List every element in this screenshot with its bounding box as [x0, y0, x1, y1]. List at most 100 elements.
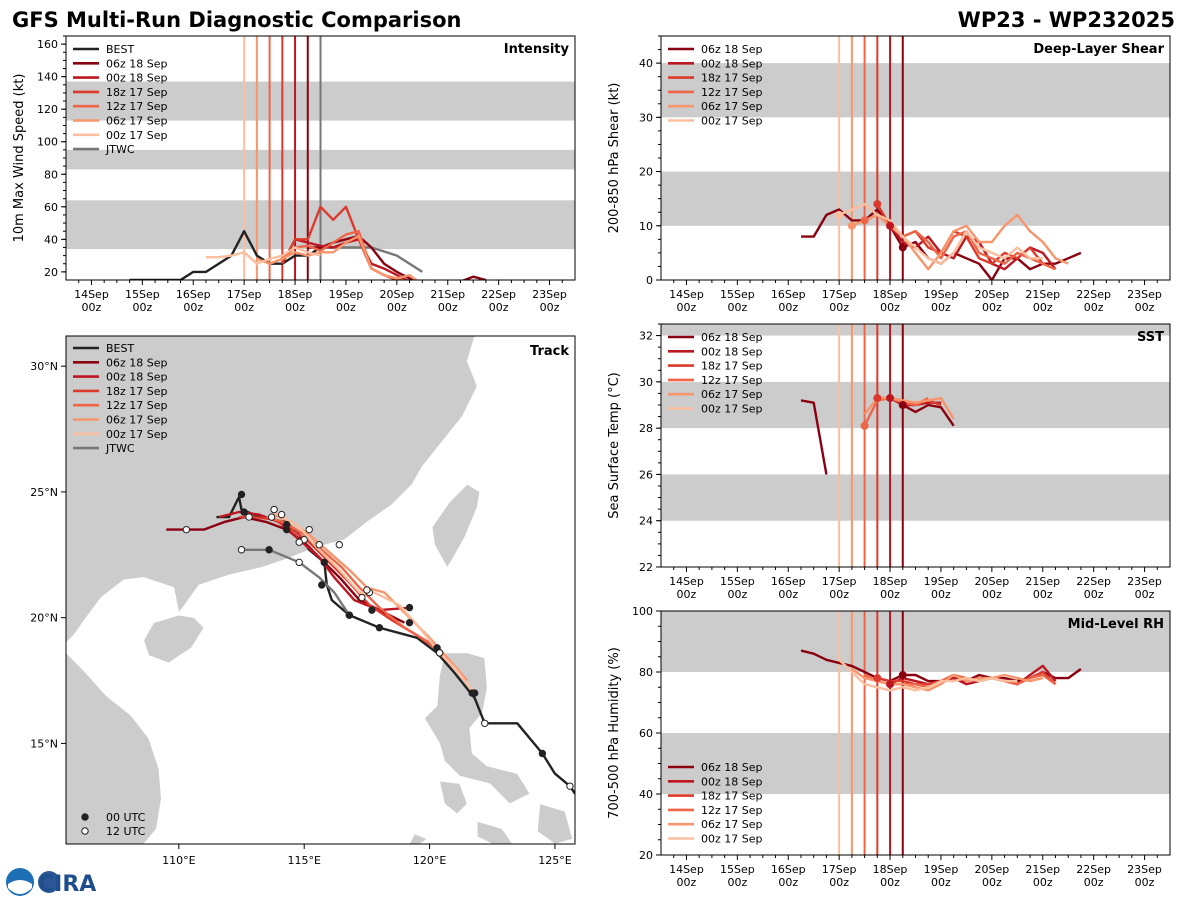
intensity-ytick-label: 160 — [37, 38, 58, 51]
track-dot-12z-17-sep-12utc — [267, 513, 276, 521]
track-ytick-label: 25°N — [30, 486, 58, 499]
rh-ylabel: 700-500 hPa Humidity (%) — [607, 647, 622, 819]
rh-init-marker-06z-18-sep — [898, 671, 907, 680]
sst-series-06z-18-sep — [902, 403, 955, 427]
shear-series-00z-17-sep — [838, 202, 1043, 265]
shear-xtick-label-hour: 00z — [1033, 301, 1053, 314]
sst-xtick-label-day: 19Sep — [924, 575, 959, 588]
track-marker-legend-dot — [81, 813, 89, 821]
rh-ytick-label: 40 — [639, 788, 653, 801]
track-dot-12z-17-sep-12utc — [358, 593, 366, 602]
intensity-xtick-label-day: 16Sep — [176, 288, 211, 301]
track-dot-06z-18-sep-12utc — [182, 525, 191, 534]
intensity-ytick-label: 100 — [37, 136, 58, 149]
track-map-area — [66, 336, 575, 844]
sst-legend-label-06z-17-sep: 06z 17 Sep — [701, 388, 763, 401]
storm-id-title: WP23 - WP232025 — [958, 8, 1175, 32]
sst-band — [661, 324, 1170, 336]
sst-xtick-label-hour: 00z — [778, 588, 798, 601]
shear-xtick-label-day: 17Sep — [822, 288, 857, 301]
hainan-island — [143, 614, 205, 664]
rh-ytick-label: 100 — [632, 605, 653, 618]
sst-xtick-label-hour: 00z — [880, 588, 900, 601]
shear-ytick-label: 20 — [639, 166, 653, 179]
shear-xtick-label-day: 18Sep — [873, 288, 908, 301]
track-dot-jtwc-00utc — [345, 611, 354, 619]
intensity-legend-label-06z-18-sep: 06z 18 Sep — [106, 57, 168, 70]
rh-ytick-label: 60 — [639, 727, 653, 740]
track-dot-00z-17-sep-12utc — [363, 586, 371, 594]
intensity-xtick-label-day: 23Sep — [532, 288, 567, 301]
track-dot-06z-18-sep-00utc — [405, 618, 414, 627]
track-dot-18z-17-sep-12utc — [245, 513, 253, 521]
shear-xtick-label-day: 15Sep — [720, 288, 755, 301]
intensity-legend-label-06z-17-sep: 06z 17 Sep — [106, 115, 168, 128]
sst-legend-label-12z-17-sep: 12z 17 Sep — [701, 374, 763, 387]
sst-ytick-label: 30 — [639, 376, 653, 389]
rh-band — [661, 611, 1170, 672]
track-legend-label-06z-17-sep: 06z 17 Sep — [106, 414, 168, 427]
sst-plot-area — [661, 324, 1170, 567]
track-legend-label-00z-17-sep: 00z 17 Sep — [106, 428, 168, 441]
shear-xtick-label-day: 16Sep — [771, 288, 806, 301]
track-legend-label-06z-18-sep: 06z 18 Sep — [106, 356, 168, 369]
rh-legend-label-06z-18-sep: 06z 18 Sep — [701, 761, 763, 774]
sst-ytick-label: 32 — [639, 330, 653, 343]
shear-xtick-label-hour: 00z — [829, 301, 849, 314]
track-dot-jtwc-12utc — [295, 558, 303, 567]
shear-legend-label-06z-17-sep: 06z 17 Sep — [701, 100, 763, 113]
shear-legend-label-00z-18-sep: 00z 18 Sep — [701, 57, 763, 70]
track-dot-18z-17-sep-00utc — [368, 606, 376, 614]
shear-ytick-label: 0 — [646, 274, 653, 287]
panel-sst: 22242628303214Sep00z15Sep00z16Sep00z17Se… — [607, 323, 1171, 601]
intensity-legend-label-12z-17-sep: 12z 17 Sep — [106, 100, 168, 113]
track-dot-best-00utc — [538, 749, 547, 758]
intensity-legend-label-18z-17-sep: 18z 17 Sep — [106, 86, 168, 99]
rh-xtick-label-day: 19Sep — [924, 863, 959, 876]
shear-band — [661, 63, 1170, 118]
track-dot-18z-17-sep-12utc — [295, 538, 303, 546]
track-xtick-label: 110°E — [162, 854, 195, 867]
shear-xtick-label-day: 19Sep — [924, 288, 959, 301]
sst-xtick-label-hour: 00z — [1033, 588, 1053, 601]
rh-xtick-label-hour: 00z — [931, 876, 951, 889]
intensity-xtick-label-hour: 00z — [489, 301, 509, 314]
track-xtick-label: 120°E — [413, 854, 446, 867]
sst-xtick-label-hour: 00z — [1084, 588, 1104, 601]
intensity-xtick-label-hour: 00z — [540, 301, 560, 314]
shear-xtick-label-hour: 00z — [931, 301, 951, 314]
shear-init-marker-00z-18-sep — [886, 221, 895, 230]
intensity-ylabel: 10m Max Wind Speed (kt) — [12, 74, 27, 243]
rh-xtick-label-day: 20Sep — [974, 863, 1009, 876]
rh-init-marker-00z-18-sep — [886, 680, 895, 689]
sst-xtick-label-hour: 00z — [677, 588, 697, 601]
track-dot-best-00utc — [318, 581, 326, 589]
sst-legend-label-00z-17-sep: 00z 17 Sep — [701, 403, 763, 416]
intensity-legend-label-jtwc: JTWC — [105, 143, 135, 156]
intensity-xtick-label-day: 18Sep — [278, 288, 313, 301]
shear-plot-area — [661, 36, 1170, 280]
intensity-series-06z-18-sep — [307, 234, 487, 280]
track-dot-00z-17-sep-12utc — [335, 541, 344, 549]
intensity-legend-label-00z-17-sep: 00z 17 Sep — [106, 129, 168, 142]
figure-title: GFS Multi-Run Diagnostic Comparison — [12, 8, 461, 32]
rh-xtick-label-hour: 00z — [727, 876, 747, 889]
rh-xtick-label-hour: 00z — [1084, 876, 1104, 889]
rh-xtick-label-hour: 00z — [982, 876, 1002, 889]
track-xtick-label: 125°E — [538, 854, 571, 867]
visayas-island — [476, 820, 513, 844]
track-xtick-label: 115°E — [287, 854, 320, 867]
sst-xtick-label-day: 15Sep — [720, 575, 755, 588]
sst-legend-label-18z-17-sep: 18z 17 Sep — [701, 360, 763, 373]
intensity-plot-area — [66, 36, 575, 280]
shear-panel-title: Deep-Layer Shear — [1033, 42, 1164, 57]
shear-init-marker-00z-17-sep — [835, 210, 844, 219]
vietnam-coast-landmass — [66, 652, 162, 844]
panel-shear: 01020304014Sep00z15Sep00z16Sep00z17Sep00… — [607, 35, 1171, 314]
sst-xtick-label-hour: 00z — [931, 588, 951, 601]
sst-ylabel: Sea Surface Temp (°C) — [607, 372, 622, 519]
rh-xtick-label-day: 16Sep — [771, 863, 806, 876]
intensity-panel-title: Intensity — [504, 42, 570, 57]
rh-ytick-label: 20 — [639, 849, 653, 862]
